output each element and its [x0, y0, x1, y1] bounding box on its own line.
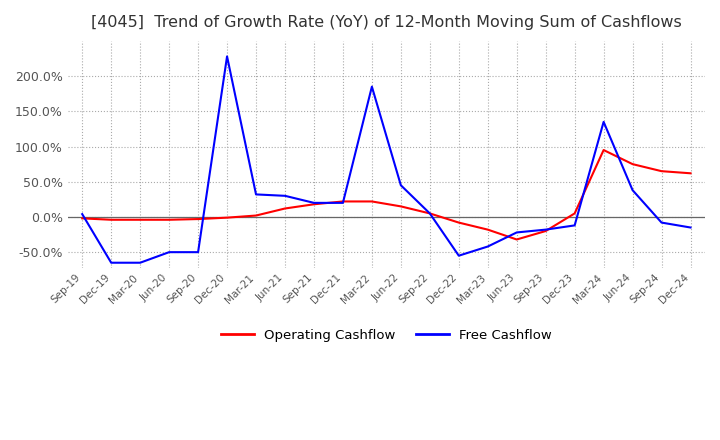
Free Cashflow: [570, 223, 579, 228]
Operating Cashflow: [281, 206, 289, 211]
Free Cashflow: [368, 84, 377, 89]
Free Cashflow: [426, 211, 434, 216]
Free Cashflow: [310, 200, 318, 205]
Free Cashflow: [599, 119, 608, 125]
Legend: Operating Cashflow, Free Cashflow: Operating Cashflow, Free Cashflow: [215, 324, 557, 347]
Free Cashflow: [107, 260, 115, 265]
Operating Cashflow: [541, 228, 550, 234]
Free Cashflow: [686, 225, 695, 230]
Free Cashflow: [483, 244, 492, 249]
Title: [4045]  Trend of Growth Rate (YoY) of 12-Month Moving Sum of Cashflows: [4045] Trend of Growth Rate (YoY) of 12-…: [91, 15, 682, 30]
Free Cashflow: [541, 227, 550, 232]
Free Cashflow: [222, 54, 231, 59]
Free Cashflow: [397, 183, 405, 188]
Operating Cashflow: [252, 213, 261, 218]
Operating Cashflow: [426, 211, 434, 216]
Free Cashflow: [657, 220, 666, 225]
Operating Cashflow: [397, 204, 405, 209]
Free Cashflow: [252, 192, 261, 197]
Free Cashflow: [194, 249, 202, 255]
Free Cashflow: [78, 212, 86, 217]
Operating Cashflow: [194, 216, 202, 222]
Free Cashflow: [136, 260, 145, 265]
Operating Cashflow: [78, 216, 86, 221]
Operating Cashflow: [454, 220, 463, 225]
Operating Cashflow: [629, 161, 637, 167]
Free Cashflow: [338, 200, 347, 205]
Operating Cashflow: [338, 199, 347, 204]
Operating Cashflow: [368, 199, 377, 204]
Operating Cashflow: [657, 169, 666, 174]
Operating Cashflow: [165, 217, 174, 222]
Operating Cashflow: [686, 171, 695, 176]
Free Cashflow: [513, 230, 521, 235]
Operating Cashflow: [570, 211, 579, 216]
Free Cashflow: [165, 249, 174, 255]
Line: Free Cashflow: Free Cashflow: [82, 56, 690, 263]
Operating Cashflow: [483, 227, 492, 232]
Free Cashflow: [281, 193, 289, 198]
Operating Cashflow: [222, 215, 231, 220]
Operating Cashflow: [107, 217, 115, 222]
Line: Operating Cashflow: Operating Cashflow: [82, 150, 690, 239]
Operating Cashflow: [136, 217, 145, 222]
Operating Cashflow: [310, 202, 318, 207]
Operating Cashflow: [513, 237, 521, 242]
Free Cashflow: [454, 253, 463, 258]
Operating Cashflow: [599, 147, 608, 153]
Free Cashflow: [629, 187, 637, 193]
